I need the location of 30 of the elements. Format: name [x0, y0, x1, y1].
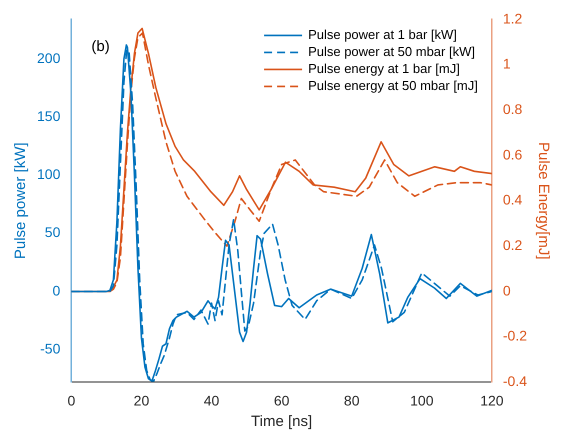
- y2-tick-label: 0.8: [502, 100, 523, 117]
- y2-tick-label: 0.4: [502, 192, 523, 208]
- legend-label: Pulse power at 50 mbar [kW]: [308, 44, 475, 59]
- x-tick-label: 0: [67, 392, 76, 408]
- y-tick-label: 100: [37, 166, 61, 182]
- x-tick-label: 40: [204, 392, 220, 408]
- y2-tick-label: 1.2: [502, 10, 523, 26]
- x-tick-label: 20: [134, 392, 150, 408]
- y2-axis-title: Pulse Energy[mJ]: [534, 142, 552, 260]
- y2-tick-label: 0.6: [502, 146, 523, 162]
- legend-label: Pulse energy at 1 bar [mJ]: [308, 60, 460, 76]
- y2-tick-label: 1: [502, 56, 511, 72]
- y2-tick-label: -0.2: [502, 328, 528, 344]
- y-tick-label: 0: [52, 282, 61, 298]
- legend-label: Pulse energy at 50 mbar [mJ]: [308, 78, 478, 93]
- x-axis-title: Time [ns]: [251, 413, 312, 430]
- x-tick-label: 100: [410, 392, 434, 408]
- x-tick-label: 80: [344, 392, 360, 408]
- y2-tick-label: -0.4: [502, 373, 528, 390]
- legend-label: Pulse power at 1 bar [kW]: [308, 26, 457, 42]
- y-tick-label: -50: [40, 340, 61, 356]
- y-tick-label: 50: [44, 224, 61, 240]
- y2-tick-label: 0.2: [502, 237, 523, 254]
- x-tick-label: 60: [274, 392, 290, 408]
- annotation: (b): [91, 38, 110, 56]
- y-axis-title: Pulse power [kW]: [12, 142, 30, 260]
- y-tick-label: 150: [37, 108, 61, 124]
- x-tick-label: 120: [480, 392, 504, 408]
- y2-tick-label: 0: [502, 282, 511, 298]
- y-tick-label: 200: [37, 50, 61, 66]
